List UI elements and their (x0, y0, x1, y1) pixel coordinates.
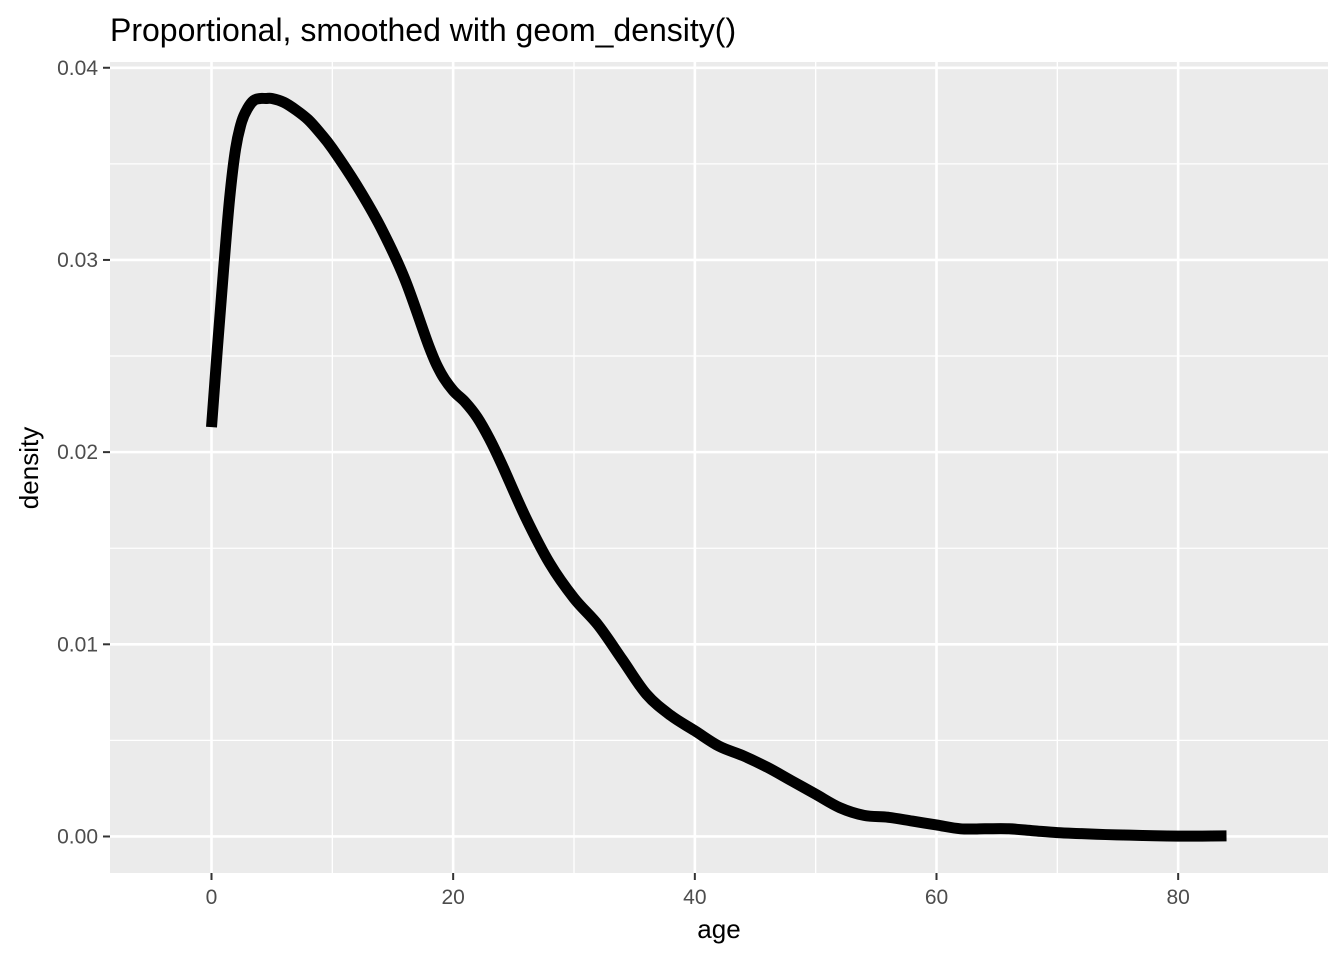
y-tick-label: 0.04 (57, 57, 98, 80)
x-axis-title: age (697, 914, 740, 944)
chart-title: Proportional, smoothed with geom_density… (110, 12, 736, 48)
y-axis-title: density (14, 427, 44, 509)
density-series (206, 92, 1227, 842)
x-tick-label: 60 (925, 886, 948, 909)
x-tick-label: 80 (1166, 886, 1189, 909)
y-tick-label: 0.00 (57, 825, 98, 848)
y-axis-ticks: 0.00 0.01 0.02 0.03 0.04 (57, 57, 110, 848)
major-gridlines (110, 62, 1328, 873)
density-line (206, 92, 1227, 842)
x-axis-ticks: 0 20 40 60 80 (206, 873, 1190, 909)
y-tick-label: 0.02 (57, 441, 98, 464)
minor-gridlines (110, 62, 1328, 873)
y-tick-label: 0.01 (57, 633, 98, 656)
x-tick-label: 0 (206, 886, 218, 909)
x-tick-label: 40 (683, 886, 706, 909)
plot-background (110, 62, 1328, 873)
y-tick-label: 0.03 (57, 249, 98, 272)
x-tick-label: 20 (441, 886, 464, 909)
